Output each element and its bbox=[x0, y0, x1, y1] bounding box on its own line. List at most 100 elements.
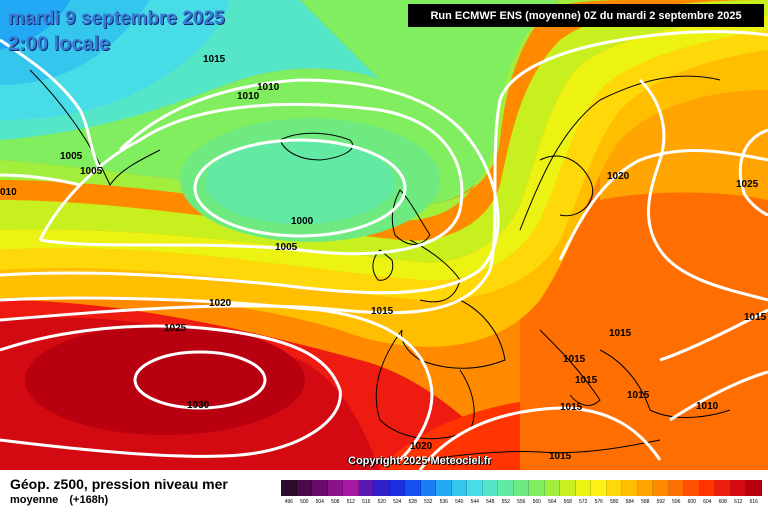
isobar-label: 1020 bbox=[607, 171, 630, 182]
color-scale-label: 500 bbox=[300, 499, 309, 505]
baltic-coast bbox=[539, 155, 594, 217]
parameter-title: Géop. z500, pression niveau mer bbox=[10, 476, 228, 492]
copyright-notice: Copyright 2025 Meteociel.fr bbox=[348, 455, 492, 467]
isobar-label: 1015 bbox=[371, 306, 394, 317]
color-scale-swatch bbox=[653, 480, 669, 496]
greenland-coast bbox=[29, 69, 161, 187]
isobar-label: 1020 bbox=[410, 441, 433, 452]
isobar-1015-se bbox=[659, 308, 768, 362]
isobar-label: 1010 bbox=[237, 91, 260, 102]
isobar-label: 1015 bbox=[560, 402, 583, 413]
ireland-coast bbox=[372, 249, 394, 281]
color-scale-label: 572 bbox=[579, 499, 588, 505]
isobar-label: 1025 bbox=[736, 179, 759, 190]
color-scale-swatch bbox=[467, 480, 483, 496]
color-scale-label: 600 bbox=[687, 499, 696, 505]
isobar-label: 1030 bbox=[187, 400, 210, 411]
color-scale-label: 496 bbox=[284, 499, 293, 505]
isobar-label: 010 bbox=[0, 187, 17, 198]
geopotential-fill bbox=[0, 0, 768, 470]
isobar-1015 bbox=[0, 30, 768, 322]
isobar-label: 1015 bbox=[549, 451, 572, 462]
isobar-1025-east bbox=[738, 128, 768, 217]
isobar-1005-west bbox=[0, 38, 102, 171]
color-scale-swatch bbox=[358, 480, 374, 496]
color-scale-swatch bbox=[544, 480, 560, 496]
isobar-label: 1010 bbox=[696, 401, 719, 412]
france-coast bbox=[401, 299, 506, 369]
color-scale-label: 608 bbox=[718, 499, 727, 505]
color-scale-swatch bbox=[374, 480, 390, 496]
color-scale-label: 604 bbox=[703, 499, 712, 505]
isobar-label: 1005 bbox=[60, 151, 83, 162]
color-scale-swatch bbox=[482, 480, 498, 496]
color-scale-swatch bbox=[451, 480, 467, 496]
color-scale-swatch bbox=[296, 480, 312, 496]
color-scale-label: 540 bbox=[455, 499, 464, 505]
color-scale-swatch bbox=[622, 480, 638, 496]
color-scale-swatch bbox=[436, 480, 452, 496]
run-info-banner: Run ECMWF ENS (moyenne) 0Z du mardi 2 se… bbox=[408, 4, 764, 27]
color-scale-swatch bbox=[327, 480, 343, 496]
legend-footer: Géop. z500, pression niveau mer moyenne … bbox=[0, 470, 768, 512]
color-scale-label: 552 bbox=[501, 499, 510, 505]
color-scale-label: 560 bbox=[532, 499, 541, 505]
geopotential-map: 1015 1010 1010 1005 1005 010 1000 1005 1… bbox=[0, 0, 768, 470]
color-scale-label: 612 bbox=[734, 499, 743, 505]
parameter-subtitle-lead: (+168h) bbox=[69, 494, 109, 506]
color-scale-label: 516 bbox=[362, 499, 371, 505]
color-scale-labels: 496 500 504 508 512 516 520 524 528 532 536 540 544 5… bbox=[281, 499, 762, 505]
isobar-1015-east bbox=[638, 78, 768, 302]
color-scale-label: 568 bbox=[563, 499, 572, 505]
isobar-label: 1020 bbox=[209, 298, 232, 309]
forecast-date: mardi 9 septembre 2025 bbox=[8, 8, 225, 29]
isobar-1005 bbox=[38, 102, 464, 256]
color-scale-swatch bbox=[281, 480, 297, 496]
isobar-label: 1015 bbox=[744, 312, 767, 323]
color-scale-swatch bbox=[730, 480, 746, 496]
color-scale-label: 544 bbox=[470, 499, 479, 505]
africa-coast bbox=[419, 439, 661, 461]
color-scale-swatch bbox=[498, 480, 514, 496]
isobar-label: 1000 bbox=[291, 216, 314, 227]
color-scale-label: 508 bbox=[331, 499, 340, 505]
color-scale-swatch bbox=[668, 480, 684, 496]
isobar-1010 bbox=[0, 78, 500, 295]
color-scale-label: 584 bbox=[625, 499, 634, 505]
color-scale-swatch bbox=[746, 480, 762, 496]
parameter-subtitle-mode: moyenne bbox=[10, 494, 59, 506]
isobar-1010-se bbox=[669, 370, 768, 422]
color-scale-label: 512 bbox=[346, 499, 355, 505]
isobar-label: 1015 bbox=[609, 328, 632, 339]
isobar-label: 1010 bbox=[257, 82, 280, 93]
isobar-1010-west bbox=[0, 173, 81, 187]
color-scale bbox=[281, 480, 762, 496]
color-scale-swatch bbox=[529, 480, 545, 496]
scandinavia-coast bbox=[519, 75, 721, 231]
color-scale-swatch bbox=[637, 480, 653, 496]
color-scale-swatch bbox=[312, 480, 328, 496]
balkans-coast bbox=[599, 349, 731, 418]
isobar-1020-east bbox=[558, 149, 768, 261]
color-scale-swatch bbox=[405, 480, 421, 496]
color-scale-label: 524 bbox=[393, 499, 402, 505]
color-scale-label: 556 bbox=[517, 499, 526, 505]
parameter-subtitle: moyenne (+168h) bbox=[10, 494, 116, 506]
color-scale-label: 504 bbox=[315, 499, 324, 505]
isobar-labels: 1015 1010 1010 1005 1005 010 1000 1005 1… bbox=[0, 54, 767, 462]
color-scale-swatch bbox=[343, 480, 359, 496]
color-scale-label: 616 bbox=[749, 499, 758, 505]
italy-coast bbox=[539, 329, 601, 406]
iberia-coast bbox=[375, 329, 475, 440]
color-scale-label: 528 bbox=[408, 499, 417, 505]
isobar-1015-south bbox=[418, 406, 662, 470]
color-scale-label: 536 bbox=[439, 499, 448, 505]
forecast-time: 2:00 locale bbox=[8, 33, 111, 55]
isobar-1030 bbox=[133, 350, 267, 410]
isobar-label: 1015 bbox=[203, 54, 226, 65]
color-scale-label: 532 bbox=[424, 499, 433, 505]
isobar-1025 bbox=[0, 324, 342, 458]
color-scale-swatch bbox=[575, 480, 591, 496]
color-scale-swatch bbox=[715, 480, 731, 496]
coastlines bbox=[29, 69, 731, 461]
